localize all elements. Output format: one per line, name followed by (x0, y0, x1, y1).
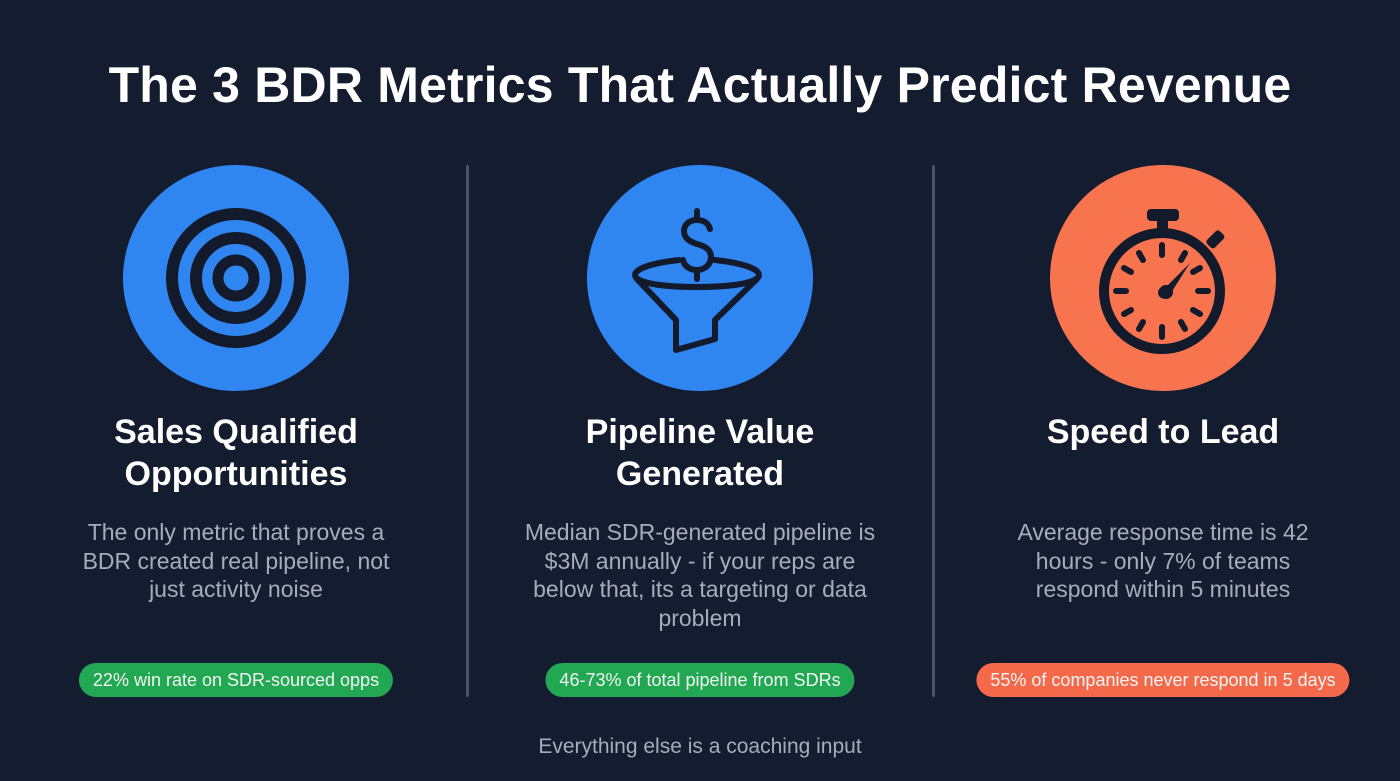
stat-badge: 55% of companies never respond in 5 days (976, 663, 1350, 697)
stopwatch-icon (1099, 209, 1225, 354)
metric-description: The only metric that proves a BDR create… (82, 519, 390, 602)
icon-badge (587, 165, 813, 391)
column-divider (466, 165, 469, 697)
metric-title-line: Pipeline Value (585, 413, 815, 451)
metric-title: Pipeline Value Generated (467, 411, 933, 495)
page-title: The 3 BDR Metrics That Actually Predict … (108, 57, 1292, 113)
footer-note: Everything else is a coaching input (538, 735, 862, 758)
metric-title-line: Generated (615, 455, 785, 493)
metric-column-sqo: Sales Qualified Opportunities The only m… (3, 165, 469, 705)
target-icon (166, 208, 306, 348)
stat-badge: 22% win rate on SDR-sourced opps (78, 663, 394, 697)
column-divider (932, 165, 935, 697)
metric-column-pipeline: Pipeline Value Generated Median SDR-gene… (467, 165, 933, 705)
dollar-funnel-icon (632, 208, 762, 353)
icon-badge (123, 165, 349, 391)
metric-column-speed: Speed to Lead Average response time is 4… (930, 165, 1396, 705)
metric-title-line: Speed to Lead (1046, 413, 1280, 451)
icon-badge (1050, 165, 1276, 391)
metric-description: Median SDR-generated pipeline is $3M ann… (524, 519, 876, 631)
metric-title-line: Opportunities (124, 455, 348, 493)
metric-description: Average response time is 42 hours - only… (1017, 519, 1309, 602)
metric-title: Speed to Lead (930, 411, 1396, 453)
stat-badge: 46-73% of total pipeline from SDRs (545, 663, 855, 697)
metric-title: Sales Qualified Opportunities (3, 411, 469, 495)
metric-title-line: Sales Qualified (114, 413, 358, 451)
